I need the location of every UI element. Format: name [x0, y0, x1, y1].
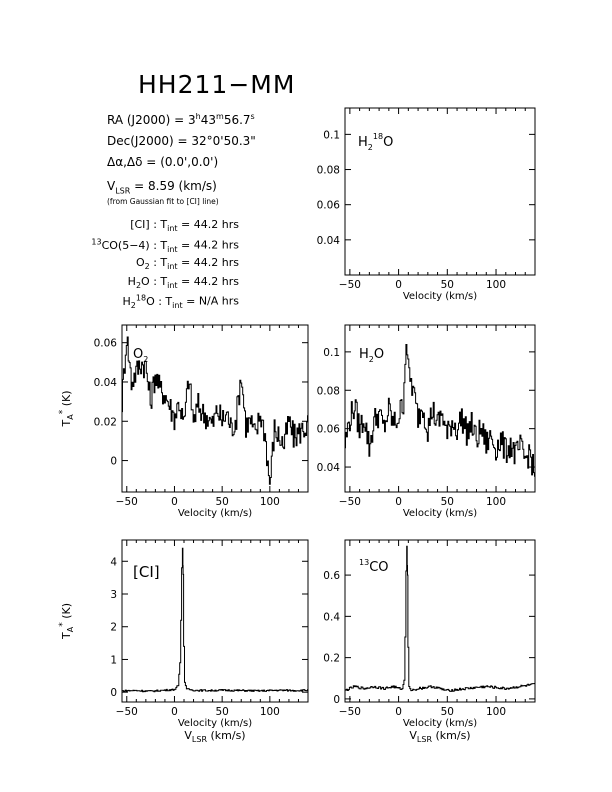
- offset-value: (0.0',0.0'): [160, 155, 219, 169]
- y-tick-label: 0.1: [323, 347, 340, 359]
- chart-panel-h2o: −50 0 50 100 0.04 0.06 0.08 0.1 Velocity (km/s) H…: [317, 324, 536, 519]
- y-tick-label: 1: [110, 654, 117, 666]
- vlsr-line: VLSR = 8.59 (km/s): [107, 179, 217, 195]
- x-tick-label: 0: [171, 706, 178, 718]
- plot-frame: [344, 539, 536, 703]
- ra-value: 3h43m56.7s: [188, 112, 255, 127]
- dec-label: Dec(J2000) =: [107, 134, 188, 148]
- plot-frame: [344, 107, 536, 276]
- y-tick-label: 0.04: [94, 377, 118, 389]
- y-tick-label: 0.02: [94, 416, 117, 428]
- tint-species: [CI] : Tint =: [130, 218, 194, 234]
- y-tick-label: 0: [110, 456, 117, 468]
- offset-line: Δα,Δδ = (0.0',0.0'): [107, 155, 218, 169]
- x-axis-title: Velocity (km/s): [403, 508, 477, 519]
- page-title: HH211−MM: [138, 70, 296, 99]
- panel-label: [CI]: [133, 563, 160, 581]
- spectrum-line: [122, 336, 308, 485]
- plot-frame: [344, 324, 536, 493]
- y-tick-label: 3: [110, 589, 117, 601]
- x-tick-label: 50: [441, 706, 454, 718]
- y-tick-label: 2: [110, 622, 117, 634]
- tint-value: 44.2 hrs: [193, 218, 239, 231]
- tint-species: H2O : Tint =: [127, 275, 194, 291]
- tint-value: 44.2 hrs: [193, 275, 239, 288]
- panel-label: H218O: [358, 132, 393, 152]
- y-tick-label: 0.4: [323, 611, 340, 623]
- x-tick-label: 50: [441, 496, 454, 508]
- y-tick-label: 0.04: [317, 462, 341, 474]
- tint-value: N/A hrs: [198, 294, 239, 308]
- tint-row: [CI] : Tint = 44.2 hrs: [130, 218, 239, 233]
- y-tick-label: 0.06: [317, 424, 341, 436]
- x-tick-label: −50: [116, 706, 138, 718]
- y-tick-label: 0: [110, 687, 117, 699]
- y-tick-label: 4: [110, 556, 117, 568]
- spectrum-line: [345, 545, 535, 692]
- ra-label: RA (J2000) =: [107, 113, 185, 127]
- x-tick-label: 100: [486, 706, 506, 718]
- tint-row: 13CO(5−4) : Tint = 44.2 hrs: [91, 237, 239, 254]
- y-tick-label: 0.06: [94, 338, 118, 350]
- vlsr-label: VLSR: [107, 179, 131, 196]
- y-tick-label: 0.1: [323, 129, 340, 141]
- x-tick-label: −50: [339, 706, 361, 718]
- panel-label: 13CO: [359, 558, 389, 575]
- tint-row: H2O : Tint = 44.2 hrs: [128, 275, 239, 290]
- vlsr-value: = 8.59 (km/s): [134, 179, 217, 193]
- tint-value: 44.2 hrs: [193, 238, 239, 252]
- tint-value: 44.2 hrs: [193, 256, 239, 269]
- y-tick-label: 0.08: [317, 165, 340, 177]
- spectrum-line: [122, 547, 308, 693]
- chart-panel-h218o: −50 0 50 100 0.04 0.06 0.08 0.1 Velocity (km/s) H…: [317, 107, 536, 302]
- x-axis-subtitle: VLSR (km/s): [409, 729, 470, 744]
- x-tick-label: 0: [171, 496, 178, 508]
- plot-frame: [121, 539, 309, 703]
- y-tick-label: 0.04: [317, 235, 341, 247]
- y-tick-label: 0: [333, 694, 340, 706]
- x-tick-label: 100: [260, 706, 280, 718]
- x-tick-label: 100: [486, 496, 506, 508]
- x-tick-label: −50: [339, 496, 361, 508]
- plot-frame: [121, 324, 309, 493]
- x-tick-label: −50: [339, 279, 361, 291]
- tint-species: O2 : Tint =: [135, 256, 194, 272]
- x-tick-label: 50: [215, 496, 228, 508]
- x-tick-label: 50: [441, 279, 454, 291]
- y-axis-title: TA* (K): [58, 390, 75, 427]
- chart-panel-o2: −50 0 50 100 0 0.02 0.04 0.06 Velocity (km/s) TA*…: [58, 324, 309, 519]
- x-axis-title: Velocity (km/s): [403, 718, 477, 729]
- tint-row: O2 : Tint = 44.2 hrs: [136, 256, 239, 271]
- x-tick-label: 100: [486, 279, 506, 291]
- y-tick-label: 0.08: [317, 385, 340, 397]
- panel-label: O2: [133, 347, 148, 364]
- y-tick-label: 0.06: [317, 200, 341, 212]
- y-tick-label: 0.6: [323, 570, 340, 582]
- x-tick-label: 50: [215, 706, 228, 718]
- dec-line: Dec(J2000) = 32°0'50.3": [107, 134, 256, 148]
- x-tick-label: 0: [395, 279, 402, 291]
- tint-species: H218O : Tint =: [122, 293, 199, 310]
- panel-label: H2O: [359, 347, 384, 364]
- y-axis-title: TA* (K): [58, 603, 75, 640]
- spectrum-line: [345, 344, 535, 477]
- x-tick-label: 0: [395, 496, 402, 508]
- dec-value: 32°0'50.3": [191, 134, 256, 148]
- x-tick-label: 100: [260, 496, 280, 508]
- offset-label: Δα,Δδ =: [107, 155, 157, 169]
- x-axis-title: Velocity (km/s): [178, 718, 252, 729]
- tint-species: 13CO(5−4) : Tint =: [91, 237, 194, 254]
- vlsr-note: (from Gaussian fit to [CI] line): [107, 197, 219, 206]
- x-axis-subtitle: VLSR (km/s): [184, 729, 245, 744]
- x-axis-title: Velocity (km/s): [403, 291, 477, 302]
- y-tick-label: 0.2: [323, 653, 340, 665]
- chart-panel-ci: −50 0 50 100 0 1 2 3 4 Velocity (km/s)VLSR (km/s)…: [58, 539, 309, 744]
- x-axis-title: Velocity (km/s): [178, 508, 252, 519]
- x-tick-label: 0: [395, 706, 402, 718]
- tint-row: H218O : Tint = N/A hrs: [123, 293, 239, 310]
- x-tick-label: −50: [116, 496, 138, 508]
- ra-line: RA (J2000) = 3h43m56.7s: [107, 112, 255, 127]
